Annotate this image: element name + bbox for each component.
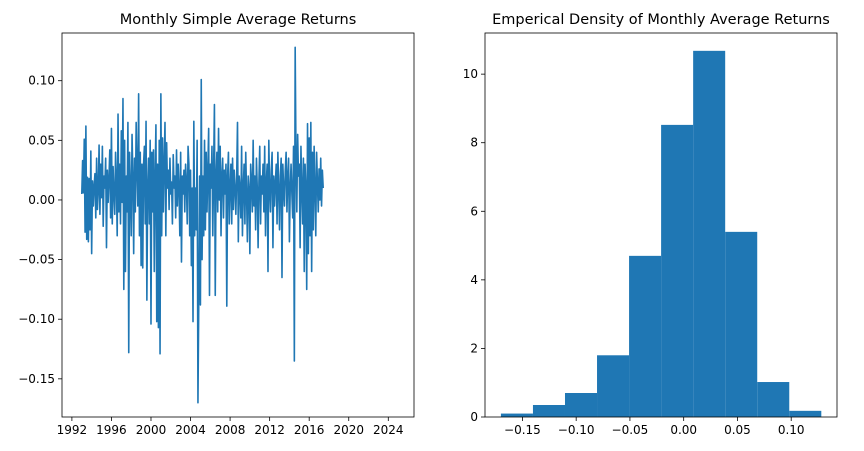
histogram-bar [564,393,598,417]
x-tick-label: 0.10 [778,423,805,437]
x-tick-label: 1992 [57,423,88,437]
x-tick-label: 2020 [333,423,364,437]
y-tick-label: −0.10 [18,312,55,326]
y-tick-label: 0.05 [28,133,55,147]
x-tick-label: 0.00 [670,423,697,437]
x-tick-label: 2016 [294,423,325,437]
y-tick-label: −0.05 [18,253,55,267]
line-chart-panel: Monthly Simple Average Returns 1992 1996 2… [18,12,415,437]
plot-frame [61,32,415,418]
x-axis: −0.15 −0.10 −0.05 0.00 0.05 0.10 [504,417,805,437]
histogram-bar [500,413,533,417]
y-tick-label: 4 [470,273,478,287]
histogram-bar [532,405,565,417]
x-tick-label: 1996 [96,423,127,437]
y-tick-label: 8 [470,136,478,150]
y-tick-label: 0 [470,410,478,424]
returns-series-line [80,46,324,404]
x-axis: 1992 1996 2000 2004 2008 2012 2016 2020 2024 [57,417,404,437]
x-tick-label: 2024 [373,423,404,437]
chart-title: Emperical Density of Monthly Average Ret… [492,12,830,28]
histogram-bar [757,382,790,417]
x-tick-label: 2000 [136,423,167,437]
y-tick-label: 6 [470,204,478,218]
histogram-bar [789,410,822,417]
x-tick-label: 2004 [175,423,206,437]
x-tick-label: 2008 [215,423,246,437]
y-tick-label: −0.15 [18,372,55,386]
histogram-bar [725,231,758,417]
y-tick-label: 10 [463,67,478,81]
x-tick-label: −0.10 [558,423,595,437]
x-tick-label: −0.05 [612,423,649,437]
chart-title: Monthly Simple Average Returns [120,12,357,28]
y-axis: 0 2 4 6 8 10 [463,67,485,424]
histogram-bar [661,124,694,417]
y-tick-label: 0.10 [28,74,55,88]
plot-frame [484,32,838,418]
histogram-bar [597,355,630,417]
line-plot-area [80,46,324,404]
histogram-bar [629,255,662,417]
x-tick-label: 2012 [254,423,285,437]
histogram-bar [693,50,726,417]
x-tick-label: 0.05 [724,423,751,437]
y-tick-label: 2 [470,341,478,355]
histogram-plot-area [500,50,822,417]
y-tick-label: 0.00 [28,193,55,207]
y-axis: −0.15 −0.10 −0.05 0.00 0.05 0.10 [18,74,62,386]
histogram-panel: Emperical Density of Monthly Average Ret… [463,12,838,437]
x-tick-label: −0.15 [504,423,541,437]
